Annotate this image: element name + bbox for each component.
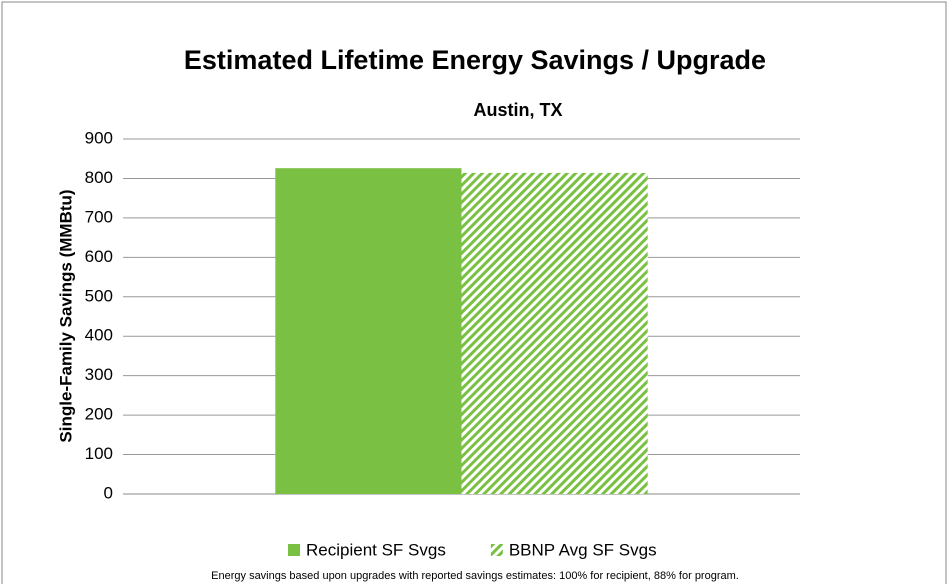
- bar: [275, 168, 462, 494]
- y-tick-label: 600: [85, 247, 113, 266]
- y-tick-label: 900: [85, 128, 113, 147]
- chart-title: Estimated Lifetime Energy Savings / Upgr…: [184, 45, 766, 75]
- y-tick-label: 300: [85, 365, 113, 384]
- legend-label: BBNP Avg SF Svgs: [509, 540, 657, 559]
- y-tick-label: 800: [85, 168, 113, 187]
- bar: [461, 172, 648, 494]
- y-tick-label: 0: [104, 483, 113, 502]
- chart-subtitle: Austin, TX: [474, 100, 563, 120]
- legend-swatch: [490, 544, 503, 556]
- footnote: Energy savings based upon upgrades with …: [211, 570, 739, 582]
- legend-label: Recipient SF Svgs: [306, 540, 446, 559]
- y-tick-label: 700: [85, 207, 113, 226]
- y-tick-label: 500: [85, 286, 113, 305]
- legend-swatch: [288, 544, 300, 556]
- y-axis-label: Single-Family Savings (MMBtu): [56, 189, 75, 442]
- y-tick-label: 100: [85, 444, 113, 463]
- y-tick-label: 200: [85, 405, 113, 424]
- y-tick-label: 400: [85, 326, 113, 345]
